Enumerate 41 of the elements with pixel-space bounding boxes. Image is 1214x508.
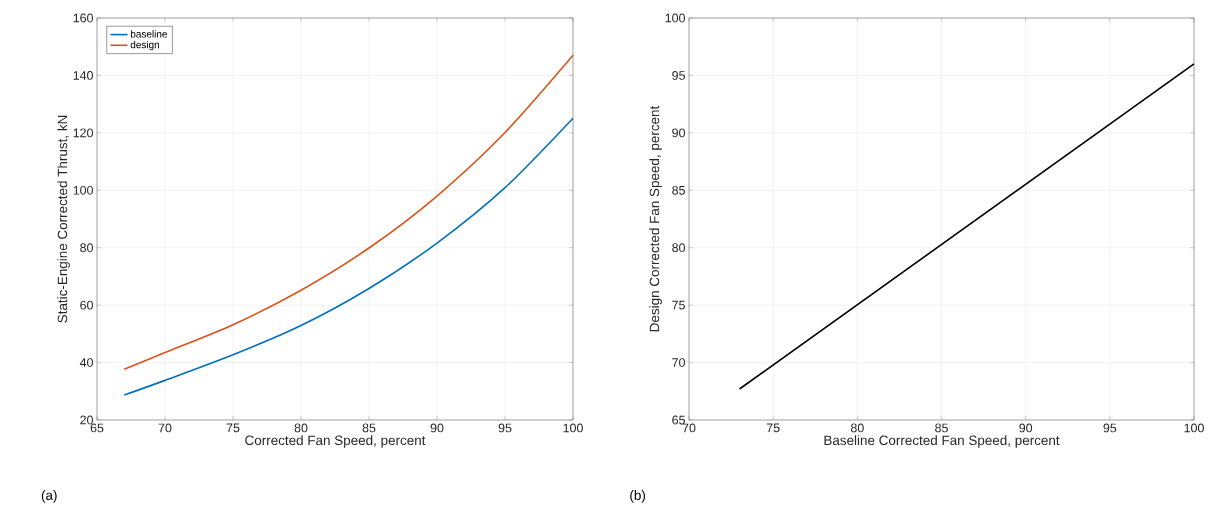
legend-label: design [130,40,160,51]
x-tick-label: 85 [935,423,948,433]
y-tick-label: 90 [672,128,685,138]
x-axis-title: Baseline Corrected Fan Speed, percent [824,435,1060,448]
y-tick-label: 75 [672,300,685,310]
y-tick-label: 80 [80,243,93,253]
x-tick-label: 70 [682,423,696,433]
y-tick-label: 160 [73,13,93,23]
y-tick-label: 80 [672,243,685,253]
x-tick-label: 75 [226,423,240,433]
x-tick-label: 70 [158,423,172,433]
legend-label: baseline [130,30,167,38]
x-tick-label: 80 [850,423,864,433]
line-series [123,54,574,370]
x-axis-title: Corrected Fan Speed, percent [245,435,426,448]
x-tick-label: 95 [1103,423,1117,433]
y-tick-label: 20 [80,415,93,425]
text: (b) [630,490,645,503]
y-tick-label: 85 [672,185,685,195]
y-axis-title: Design Corrected Fan Speed, percent [649,105,662,332]
y-axis-title: Static-Engine Corrected Thrust, kN [57,115,70,323]
x-tick-label: 95 [498,423,512,433]
y-tick-label: 60 [80,300,93,310]
x-tick-label: 100 [1184,423,1204,433]
x-tick-label: 75 [766,423,780,433]
line-series [123,117,574,396]
y-tick-label: 65 [672,415,685,425]
x-tick-label: 80 [294,423,308,433]
y-tick-label: 95 [672,71,685,80]
y-tick-label: 40 [79,358,93,367]
y-tick-label: 100 [73,185,93,195]
y-tick-label: 140 [73,71,93,80]
x-tick-label: 85 [362,423,376,433]
x-tick-label: 90 [1019,423,1033,433]
y-tick-label: 120 [73,128,93,138]
x-tick-label: 90 [430,423,444,433]
y-tick-label: 70 [672,358,685,367]
x-tick-label: 65 [90,423,104,433]
x-tick-label: 100 [563,423,583,433]
y-tick-label: 100 [665,13,685,23]
text: (a) [41,490,57,503]
